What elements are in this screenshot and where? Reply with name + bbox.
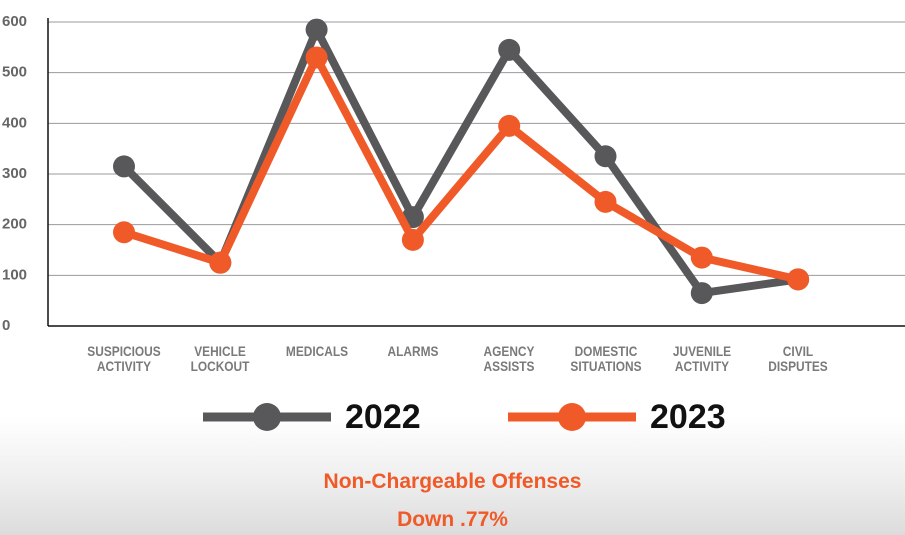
legend-marker [558,403,586,431]
point [498,39,520,61]
point [402,229,424,251]
note: Down .77% [0,508,905,532]
legend-label: 2022 [345,398,421,436]
point [306,19,328,41]
chart: 0 100 200 300 400 500 600 2022 2023 [0,0,905,535]
y-tick-label: 300 [2,165,27,182]
x-tick-label: MEDICALS [277,344,355,359]
point [498,115,520,137]
note: Non-Chargeable Offenses [0,470,905,494]
y-tick-label: 100 [2,266,27,283]
x-tick-label: ALARMS [374,344,452,359]
point [113,155,135,177]
y-tick-label: 200 [2,216,27,233]
x-tick-label: AGENCY ASSISTS [470,344,548,374]
x-tick-label: JUVENILE ACTIVITY [663,344,741,374]
point [595,145,617,167]
page: 0 100 200 300 400 500 600 2022 2023 SUSPICIOUS A… [0,0,905,535]
legend-marker [253,403,281,431]
y-tick-label: 500 [2,64,27,81]
point [691,247,713,269]
point [787,268,809,290]
y-tick-label: 0 [2,317,10,334]
y-tick-label: 600 [2,13,27,30]
point [306,46,328,68]
point [691,282,713,304]
point [209,252,231,274]
x-tick-label: DOMESTIC SITUATIONS [566,344,644,374]
x-tick-label: CIVIL DISPUTES [759,344,837,374]
point [113,221,135,243]
y-tick-label: 400 [2,114,27,131]
legend-label: 2023 [650,398,726,436]
point [595,191,617,213]
series-line [124,57,798,279]
x-tick-label: SUSPICIOUS ACTIVITY [85,344,163,374]
x-tick-label: VEHICLE LOCKOUT [181,344,259,374]
